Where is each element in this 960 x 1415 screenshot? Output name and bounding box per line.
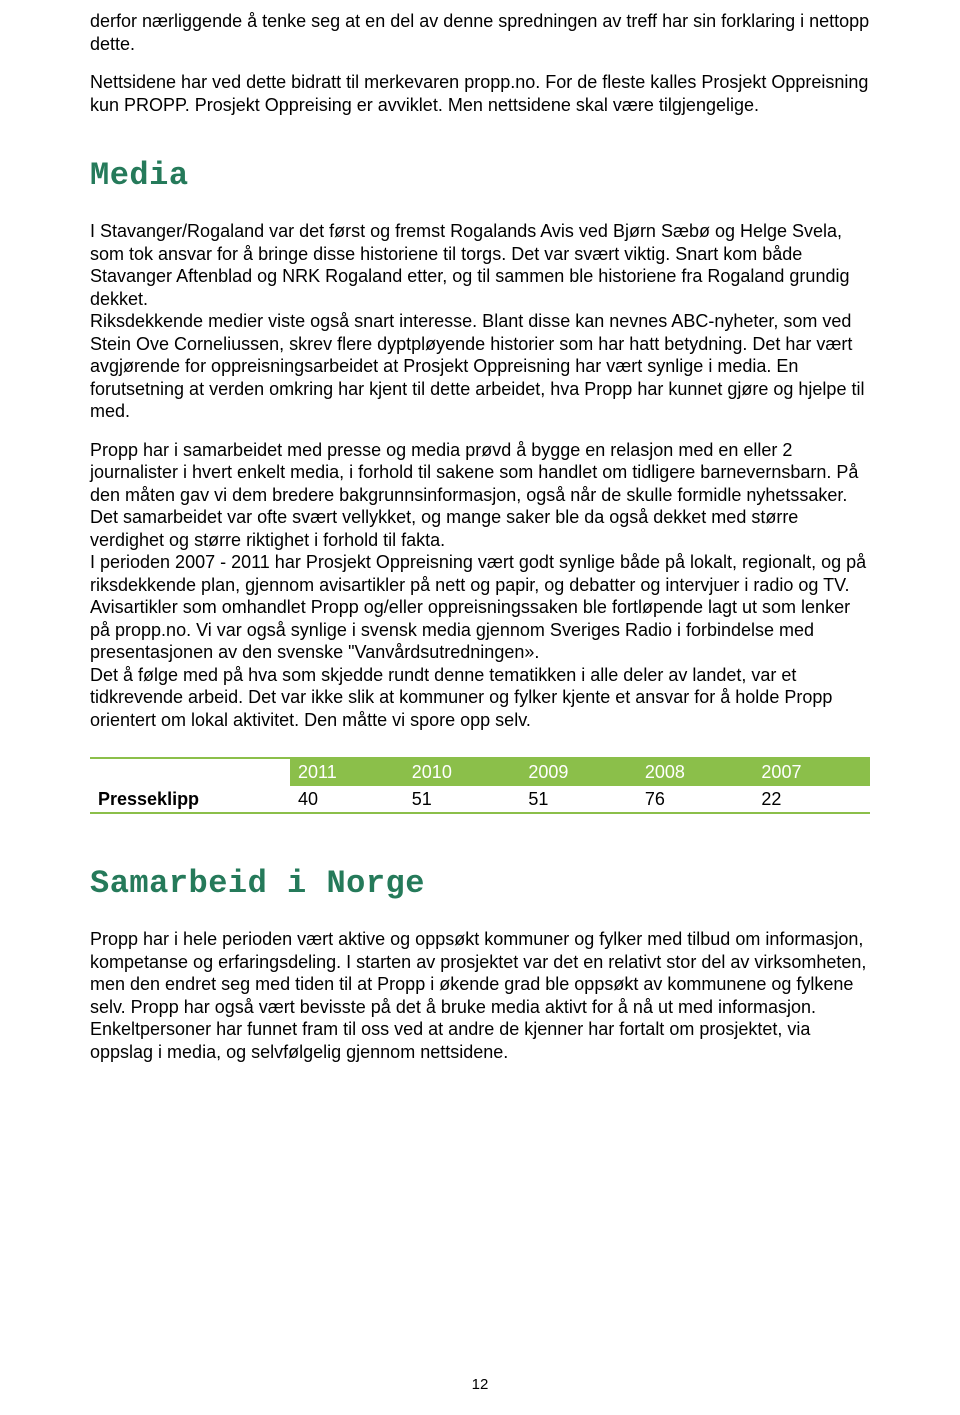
heading-samarbeid: Samarbeid i Norge (90, 864, 870, 904)
heading-media: Media (90, 156, 870, 196)
paragraph: Propp har i samarbeidet med presse og me… (90, 439, 870, 552)
presseklipp-table-wrap: 2011 2010 2009 2008 2007 Presseklipp 40 … (90, 757, 870, 814)
table-header-row: 2011 2010 2009 2008 2007 (90, 759, 870, 786)
table-row-label: Presseklipp (90, 786, 290, 813)
presseklipp-table: 2011 2010 2009 2008 2007 Presseklipp 40 … (90, 759, 870, 812)
paragraph: Det å følge med på hva som skjedde rundt… (90, 664, 870, 732)
table-header-cell: 2008 (637, 759, 754, 786)
table-header-cell: 2009 (520, 759, 637, 786)
paragraph: I perioden 2007 - 2011 har Prosjekt Oppr… (90, 551, 870, 596)
table-cell: 76 (637, 786, 754, 813)
page-number: 12 (0, 1376, 960, 1395)
table-cell: 22 (753, 786, 870, 813)
table-header-cell: 2007 (753, 759, 870, 786)
paragraph: Nettsidene har ved dette bidratt til mer… (90, 71, 870, 116)
paragraph: Avisartikler som omhandlet Propp og/elle… (90, 596, 870, 664)
document-page: derfor nærliggende å tenke seg at en del… (0, 0, 960, 1415)
paragraph: Propp har i hele perioden vært aktive og… (90, 928, 870, 1063)
table-header-cell: 2010 (404, 759, 521, 786)
table-cell: 40 (290, 786, 404, 813)
table-cell: 51 (404, 786, 521, 813)
paragraph: Riksdekkende medier viste også snart int… (90, 310, 870, 423)
paragraph: derfor nærliggende å tenke seg at en del… (90, 10, 870, 55)
table-header-cell: 2011 (290, 759, 404, 786)
table-row: Presseklipp 40 51 51 76 22 (90, 786, 870, 813)
table-cell: 51 (520, 786, 637, 813)
table-header-blank (90, 759, 290, 786)
paragraph: I Stavanger/Rogaland var det først og fr… (90, 220, 870, 310)
